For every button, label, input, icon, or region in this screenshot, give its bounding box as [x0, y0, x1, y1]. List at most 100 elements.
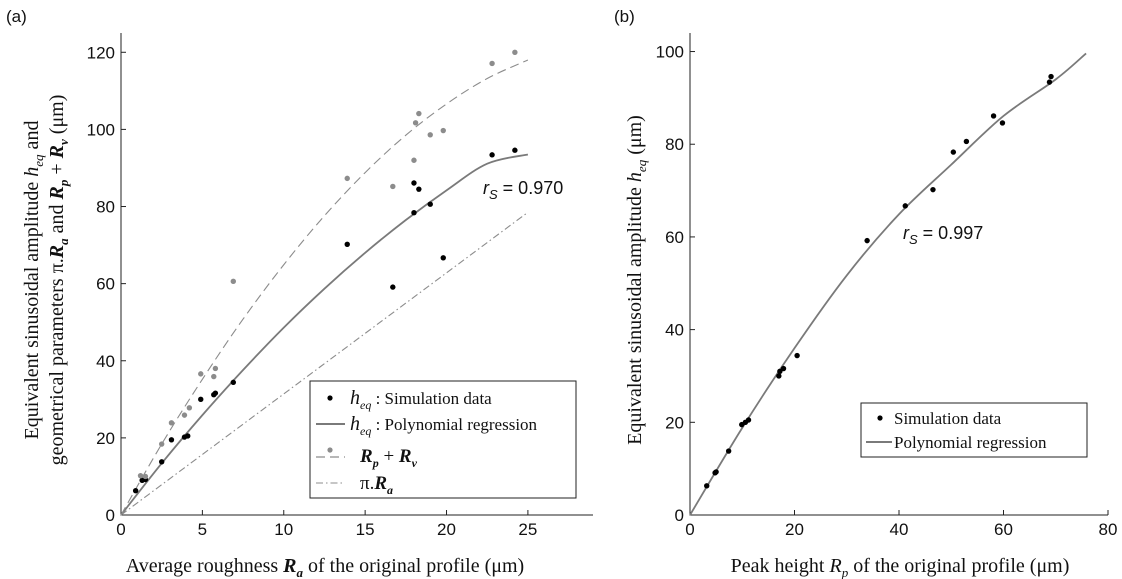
panel-a-rs-annotation: rS = 0.970: [483, 178, 563, 202]
panel-a-plot: 0 5 10 15 20 25 0 20 40 60 80 100 120: [87, 33, 593, 539]
panel-a-ytick-label: 60: [96, 275, 115, 294]
panel-b-ytick-label: 60: [665, 228, 684, 247]
panel-b-ytick-label: 100: [656, 43, 684, 62]
panel-b-point-sim: [950, 149, 957, 155]
panel-b-point-sim: [780, 365, 787, 372]
panel-a-point-rprv: [168, 420, 175, 426]
panel-b: (b) Equivalent sinusoidal amplitude heq …: [614, 7, 1117, 579]
panel-a-point-rprv: [411, 157, 417, 163]
panel-a-point-heq_sim: [489, 152, 495, 158]
panel-a-point-heq_sim: [416, 186, 422, 192]
panel-a-ytick-label: 100: [87, 120, 115, 139]
panel-a-point-rprv: [489, 60, 495, 67]
panel-b-xtick-label: 40: [890, 520, 909, 539]
legend-a-marker-rprv: [327, 447, 333, 453]
legend-a-label-heq-fit: heq : Polynomial regression: [350, 413, 538, 438]
panel-a-line-pira: [120, 211, 529, 516]
panel-a-point-heq_sim: [427, 201, 433, 207]
panel-a-point-heq_sim: [411, 180, 417, 186]
panel-a-point-rprv: [416, 110, 422, 117]
panel-b-point-sim: [864, 237, 870, 244]
panel-b-point-sim: [990, 113, 997, 119]
legend-b-label-fit: Polynomial regression: [894, 433, 1047, 452]
panel-a-point-heq_sim: [212, 390, 219, 396]
panel-a-point-rprv: [427, 132, 433, 138]
panel-a-label: (a): [6, 7, 27, 26]
legend-b-marker-sim: [877, 415, 883, 421]
panel-a-xtick-label: 10: [274, 520, 293, 539]
panel-a-ylabel: Equivalent sinusoidal amplitude heq and …: [21, 95, 71, 466]
svg-text:Equivalent sinusoidal amplitud: Equivalent sinusoidal amplitude heq (μm): [624, 115, 649, 445]
panel-a-point-rprv: [212, 365, 219, 372]
panel-b-rs-annotation: rS = 0.997: [903, 223, 983, 247]
panel-a-point-rprv: [344, 175, 350, 182]
panel-b-xtick-label: 20: [785, 520, 804, 539]
panel-a-ytick-label: 40: [96, 352, 115, 371]
panel-b-ytick-label: 0: [675, 506, 684, 525]
panel-a-point-heq_sim: [411, 209, 417, 216]
legend-a-label-pira: π.Ra: [360, 473, 393, 497]
panel-a-legend: heq : Simulation data heq : Polynomial r…: [309, 380, 577, 499]
panel-a-point-heq_sim: [390, 284, 396, 290]
panel-a-point-rprv: [198, 371, 204, 377]
panel-b-point-sim: [902, 203, 908, 209]
panel-b-point-sim: [725, 448, 732, 454]
panel-b-plot: 0 20 40 60 80 0 20 40 60 80 100: [656, 33, 1118, 539]
panel-a-point-heq_sim: [168, 437, 175, 443]
panel-b-ylabel: Equivalent sinusoidal amplitude heq (μm): [624, 115, 649, 445]
panel-b-legend-box: [860, 402, 1088, 458]
panel-b-point-sim: [1046, 79, 1053, 85]
panel-b-point-sim: [794, 352, 800, 359]
panel-a-point-rprv: [181, 412, 188, 418]
panel-b-point-sim: [777, 368, 783, 375]
legend-b-label-sim: Simulation data: [894, 409, 1002, 428]
legend-a-label-heq-sim: heq : Simulation data: [350, 387, 492, 412]
panel-b-point-sim: [713, 469, 719, 475]
panel-b-label: (b): [614, 7, 635, 26]
panel-b-point-sim: [776, 373, 782, 379]
panel-a-xtick-label: 5: [198, 520, 207, 539]
panel-b-xtick-label: 60: [994, 520, 1013, 539]
panel-b-xlabel: Peak height Rp of the original profile (…: [731, 555, 1070, 579]
panel-a-point-rprv: [186, 405, 193, 411]
panel-a-point-rprv: [142, 473, 149, 480]
panel-b-point-sim: [704, 483, 710, 489]
panel-b-ytick-label: 20: [665, 413, 684, 432]
panel-a-xlabel: Average roughness Ra of the original pro…: [126, 555, 524, 579]
panel-a-point-heq_sim: [185, 433, 191, 439]
panel-a-point-rprv: [390, 183, 396, 190]
panel-a-xtick-label: 15: [356, 520, 375, 539]
panel-b-legend: Simulation data Polynomial regression: [860, 402, 1088, 458]
panel-b-ytick-label: 40: [665, 321, 684, 340]
panel-a-point-rprv: [230, 278, 237, 285]
panel-b-xtick-label: 0: [685, 520, 694, 539]
panel-a-ytick-label: 20: [96, 429, 115, 448]
panel-a-point-rprv: [440, 127, 446, 134]
panel-a-legend-box: [309, 380, 577, 499]
panel-b-xtick-label: 80: [1099, 520, 1118, 539]
panel-a-xtick-label: 0: [116, 520, 125, 539]
panel-a-point-heq_sim: [230, 379, 237, 386]
panel-b-point-sim: [999, 120, 1006, 126]
panel-b-point-sim: [930, 186, 936, 193]
panel-a-point-rprv: [158, 441, 165, 447]
legend-a-label-rprv: Rp + Rv: [359, 446, 418, 470]
panel-a-xtick-label: 25: [518, 520, 537, 539]
legend-a-marker-heq-sim: [327, 395, 333, 401]
panel-a-point-rprv: [137, 472, 144, 479]
panel-a-point-heq_sim: [132, 488, 139, 494]
panel-a-ytick-label: 120: [87, 43, 115, 62]
panel-a-xtick-label: 20: [437, 520, 456, 539]
panel-b-point-sim: [745, 417, 752, 423]
panel-a-point-heq_sim: [440, 255, 446, 261]
panel-a-point-rprv: [211, 373, 217, 380]
panel-a-point-heq_sim: [198, 396, 204, 403]
panel-b-point-sim: [1048, 73, 1054, 80]
panel-a-line-rprv_fit: [120, 59, 529, 516]
svg-text:geometrical parameters π.Ra an: geometrical parameters π.Ra and Rp + Rv …: [46, 95, 71, 466]
panel-a-point-heq_sim: [344, 241, 350, 248]
panel-a-ytick-label: 0: [106, 506, 115, 525]
panel-a: (a) Equivalent sinusoidal amplitude heq …: [6, 7, 593, 579]
panel-b-ytick-label: 80: [665, 135, 684, 154]
